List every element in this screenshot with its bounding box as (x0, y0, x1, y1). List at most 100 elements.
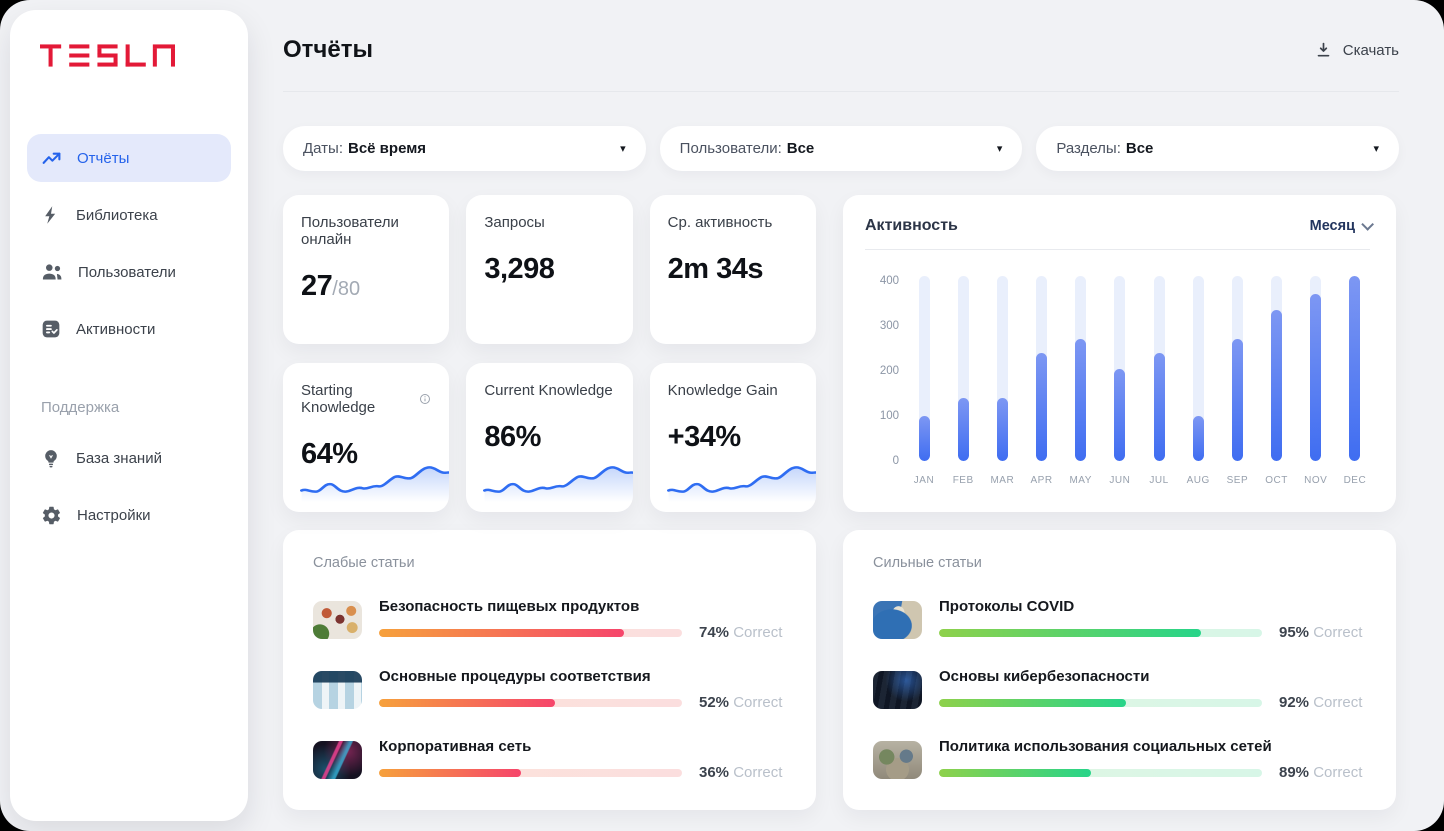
progress-fill (379, 768, 522, 777)
bar-fill (1114, 368, 1126, 461)
article-score: 92% Correct (1262, 694, 1366, 711)
filter-value: Все (786, 140, 815, 157)
bar-fill (1192, 415, 1204, 461)
stat-value: 64% (301, 438, 358, 470)
y-tick-label: 0 (892, 455, 899, 467)
weak-articles-title: Слабые статьи (313, 555, 415, 571)
caret-down-icon: ▾ (620, 143, 626, 155)
sidebar-item-label: Настройки (77, 506, 151, 524)
filter-dates[interactable]: Даты: Всё время ▾ (283, 126, 646, 171)
info-icon[interactable] (419, 392, 431, 406)
x-tick-label: MAR (990, 475, 1015, 486)
y-tick-label: 200 (879, 364, 899, 377)
knowledge-label: Starting Knowledge (301, 382, 376, 416)
activity-list-icon (42, 320, 60, 338)
bar-column-apr: APR (1027, 276, 1057, 486)
period-value: Месяц (1309, 218, 1355, 234)
sidebar-item-activities[interactable]: Активности (27, 305, 231, 353)
article-row-food-safety[interactable]: Безопасность пищевых продуктов 74% Corre… (313, 598, 786, 641)
bar-column-jul: JUL (1144, 276, 1174, 486)
article-score: 89% Correct (1262, 764, 1366, 781)
progress-track (379, 768, 682, 777)
article-score: 52% Correct (682, 694, 786, 711)
article-row-social-media-policy[interactable]: Политика использования социальных сетей … (873, 738, 1366, 781)
activity-plot: 0 100 200 300 400 JAN FEB MAR APR MAY JUN JUL AUG SE… (865, 274, 1370, 486)
article-body: Безопасность пищевых продуктов 74% Corre… (379, 598, 786, 641)
bar-track (957, 276, 969, 461)
score-percent: 74% (699, 624, 730, 641)
article-progress: 52% Correct (379, 694, 786, 711)
article-title: Протоколы COVID (939, 598, 1075, 615)
bar-column-oct: OCT (1262, 276, 1292, 486)
download-label: Скачать (1342, 41, 1399, 59)
weak-articles-card: Слабые статьи Безопасность пищевых проду… (283, 530, 816, 810)
progress-track (939, 628, 1262, 637)
sidebar-item-library[interactable]: Библиотека (27, 191, 231, 239)
progress-fill (379, 698, 555, 707)
stat-value: 2m 34s (667, 253, 764, 285)
bar-track (1192, 276, 1204, 461)
lightning-icon (45, 206, 56, 224)
article-thumbnail-medical-vials (313, 670, 362, 709)
article-body: Основные процедуры соответствия 52% Corr… (379, 668, 786, 711)
article-title: Основные процедуры соответствия (379, 668, 651, 685)
filter-users[interactable]: Пользователи: Все ▾ (659, 126, 1023, 171)
stat-card-requests: Запросы 3,298 (466, 195, 633, 344)
stat-label: Knowledge Gain (667, 382, 778, 399)
article-title: Безопасность пищевых продуктов (379, 598, 640, 615)
score-correct-label: Correct (733, 764, 783, 781)
activity-chart-card: Активность Месяц 0 100 200 300 400 JAN FEB MAR… (843, 195, 1396, 512)
bar-fill (1153, 352, 1165, 461)
caret-down-icon: ▾ (996, 143, 1003, 155)
bar-track (1310, 276, 1322, 461)
dashboard-grid: Пользователи онлайн 27/80 Запросы 3,298 … (283, 195, 1399, 810)
article-body: Корпоративная сеть 36% Correct (379, 738, 786, 781)
page-title: Отчёты (283, 36, 373, 63)
sidebar-item-label: Активности (76, 320, 156, 338)
article-row-cybersecurity[interactable]: Основы кибербезопасности 92% Correct (873, 668, 1366, 711)
sidebar-item-knowledge-base[interactable]: База знаний (27, 434, 231, 482)
stat-label: Запросы (484, 214, 545, 231)
x-tick-label: FEB (952, 475, 974, 486)
progress-fill (939, 768, 1091, 777)
article-row-corporate-network[interactable]: Корпоративная сеть 36% Correct (313, 738, 786, 781)
main-content: Отчёты Скачать Даты: Всё время ▾ Пользов… (247, 0, 1444, 831)
article-progress: 95% Correct (939, 624, 1366, 641)
score-correct-label: Correct (1313, 624, 1363, 641)
sidebar-item-label: База знаний (76, 449, 162, 467)
filter-label: Разделы: (1056, 140, 1121, 157)
x-tick-label: AUG (1186, 475, 1210, 486)
progress-track (939, 698, 1262, 707)
article-score: 74% Correct (682, 624, 786, 641)
sidebar-section-support: Поддержка (41, 399, 120, 416)
x-tick-label: JUN (1109, 475, 1131, 486)
tesla-wordmark-icon (40, 44, 175, 67)
y-tick-label: 400 (879, 274, 899, 287)
y-axis: 0 100 200 300 400 (865, 274, 899, 467)
sparkline-chart (666, 466, 816, 502)
activity-chart-title: Активность (865, 217, 958, 234)
score-correct-label: Correct (733, 694, 783, 711)
period-selector[interactable]: Месяц (1309, 217, 1374, 234)
article-row-covid-protocols[interactable]: Протоколы COVID 95% Correct (873, 598, 1366, 641)
progress-fill (379, 628, 625, 637)
filter-bar: Даты: Всё время ▾ Пользователи: Все ▾ Ра… (283, 126, 1400, 171)
article-progress: 89% Correct (939, 764, 1366, 781)
filter-sections[interactable]: Разделы: Все ▾ (1036, 126, 1400, 171)
download-icon (1317, 42, 1330, 57)
x-tick-label: JAN (913, 475, 935, 486)
filter-label: Пользователи: (679, 140, 782, 157)
sidebar-item-users[interactable]: Пользователи (27, 248, 231, 296)
activity-chart-header: Активность Месяц (865, 215, 1374, 249)
article-progress: 92% Correct (939, 694, 1366, 711)
article-row-compliance[interactable]: Основные процедуры соответствия 52% Corr… (313, 668, 786, 711)
bar-column-jun: JUN (1105, 276, 1135, 486)
bar-column-may: MAY (1066, 276, 1096, 486)
sidebar-item-settings[interactable]: Настройки (27, 491, 231, 539)
article-progress: 36% Correct (379, 764, 786, 781)
bar-fill (1310, 294, 1322, 461)
filter-value: Всё время (348, 140, 427, 157)
download-button[interactable]: Скачать (1315, 41, 1399, 59)
sidebar-item-reports[interactable]: Отчёты (27, 134, 231, 182)
